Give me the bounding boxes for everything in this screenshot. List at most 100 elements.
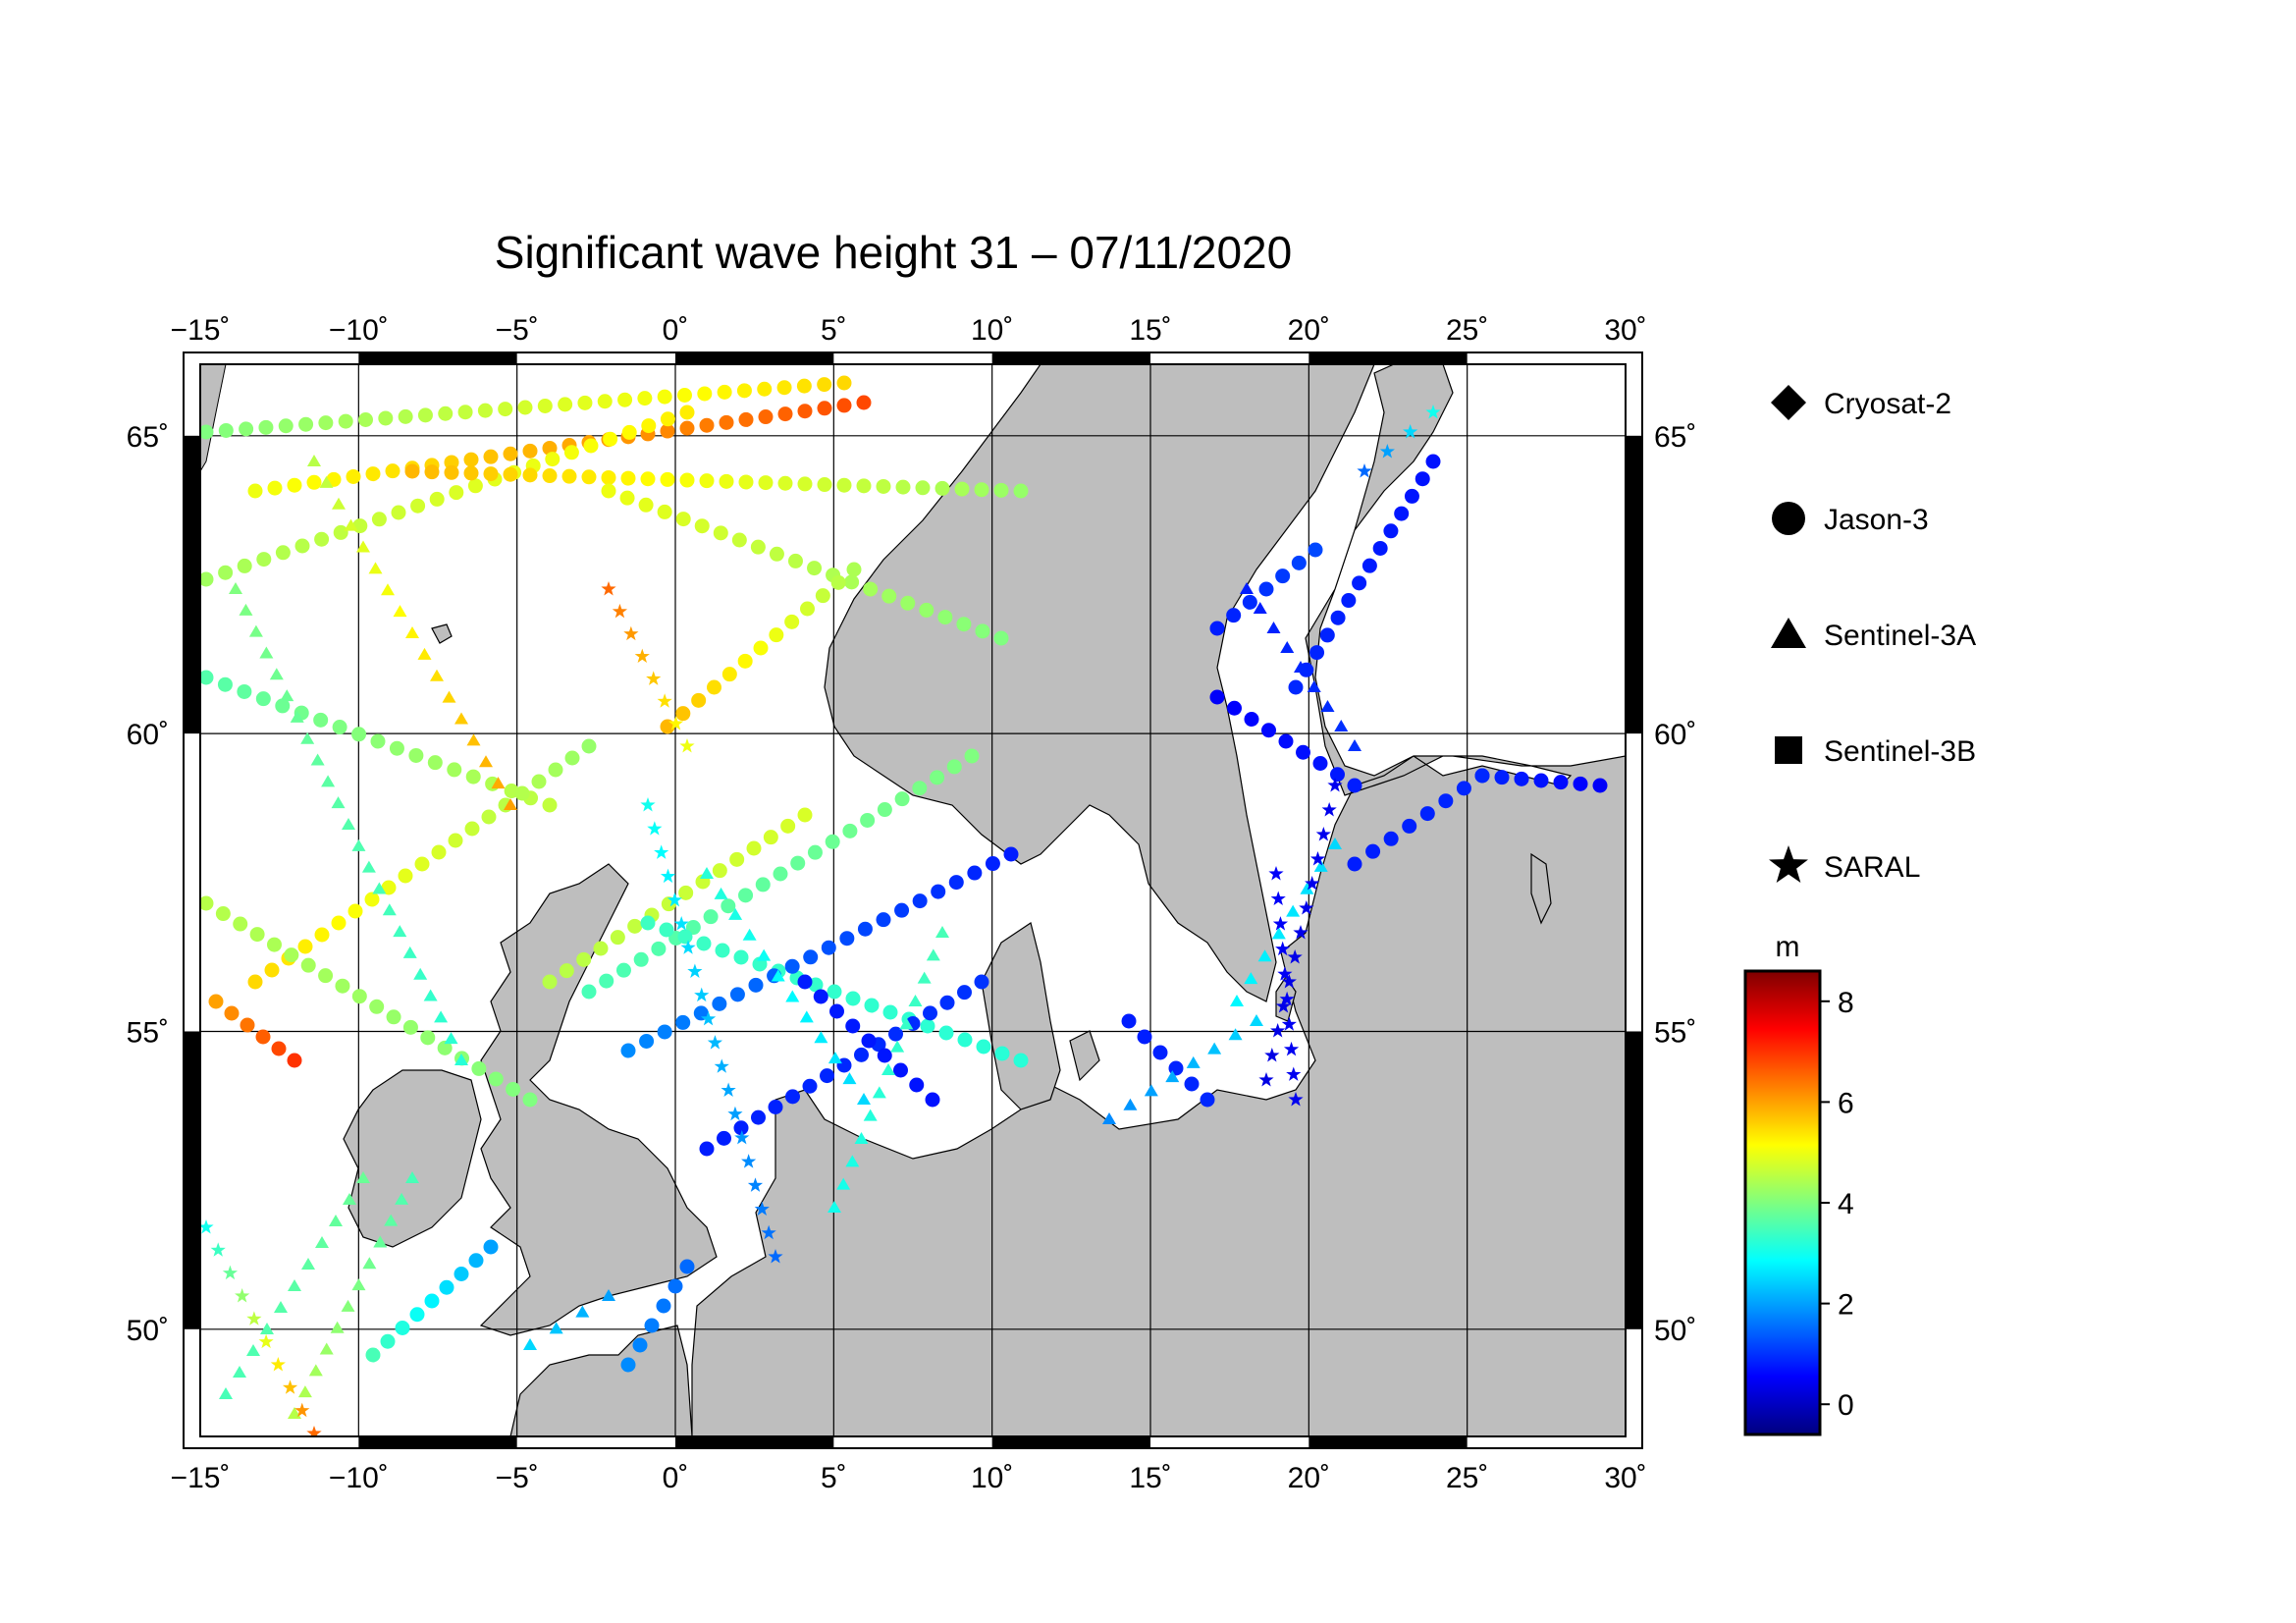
jason3-marker [438, 406, 454, 421]
sentinel3a-marker [229, 582, 242, 594]
jason3-marker [893, 1062, 908, 1078]
saral-marker [673, 916, 689, 931]
jason3-marker [713, 525, 728, 541]
jason3-marker [531, 774, 547, 789]
sentinel3a-marker [714, 887, 728, 899]
jason3-marker [314, 531, 330, 547]
jason3-marker [1291, 555, 1307, 570]
jason3-marker [627, 918, 643, 934]
sentinel3a-marker [1328, 838, 1342, 849]
jason3-marker [920, 1018, 935, 1034]
jason3-marker [640, 915, 656, 931]
jason3-marker [267, 480, 283, 496]
saral-marker [707, 1035, 723, 1050]
jason3-marker [294, 538, 310, 554]
jason3-marker [365, 466, 381, 482]
jason3-marker [284, 947, 299, 963]
jason3-marker [217, 676, 233, 692]
jason3-marker [729, 851, 745, 867]
jason3-marker [1494, 770, 1510, 785]
colorbar-tick-label: 8 [1838, 987, 1854, 1019]
saral-marker [680, 940, 696, 954]
saral-marker [612, 603, 628, 619]
jason3-marker [333, 524, 348, 540]
jason3-marker [271, 1041, 287, 1056]
jason3-marker [266, 937, 282, 952]
frame-bar-bottom [991, 1436, 1150, 1448]
lat-tick-label: 55˚ [127, 1016, 169, 1049]
sentinel3a-marker [341, 1299, 355, 1312]
jason3-marker [912, 781, 928, 796]
jason3-marker [414, 856, 430, 872]
jason3-marker [758, 409, 774, 425]
jason3-marker [522, 467, 538, 483]
sentinel3a-marker [1253, 602, 1267, 614]
lon-tick-label: 30˚ [1604, 1462, 1646, 1494]
jason3-marker [467, 478, 483, 494]
jason3-marker [498, 402, 513, 417]
jason3-marker [1319, 627, 1335, 643]
jason3-marker [1242, 594, 1257, 610]
jason3-marker [444, 455, 459, 470]
jason3-marker [287, 1053, 302, 1068]
sentinel3a-marker [329, 1215, 343, 1226]
sentinel3a-marker [1271, 927, 1286, 940]
colorbar-tick-label: 0 [1838, 1389, 1854, 1422]
jason3-marker [640, 471, 656, 487]
saral-marker [200, 1219, 214, 1234]
jason3-marker [517, 400, 533, 415]
sentinel3a-marker [405, 1171, 419, 1183]
jason3-marker [900, 595, 916, 611]
saral-marker [761, 1224, 776, 1240]
jason3-marker [409, 1307, 425, 1323]
sentinel3a-marker [602, 1289, 615, 1301]
lat-tick-labels-right: 50˚ 55˚ 60˚ 65˚ [1654, 421, 1696, 1347]
jason3-marker [721, 667, 737, 682]
sentinel3a-marker [332, 497, 346, 510]
jason3-marker [369, 999, 385, 1014]
sentinel3a-marker [742, 928, 757, 941]
sentinel3a-marker [523, 1338, 537, 1350]
jason3-marker [620, 1043, 636, 1058]
jason3-marker [255, 691, 271, 707]
sentinel3a-marker [373, 1235, 388, 1248]
saral-marker [235, 1288, 250, 1303]
jason3-marker [768, 1100, 783, 1114]
jason3-marker [719, 473, 734, 489]
lat-tick-label: 50˚ [127, 1315, 169, 1347]
sentinel3a-marker [260, 1323, 274, 1334]
saral-marker [654, 844, 669, 859]
saral-marker [1293, 925, 1308, 940]
land-masses [343, 364, 1626, 1436]
saral-marker [679, 738, 695, 753]
sentinel3a-marker [300, 731, 315, 744]
jason3-marker [678, 885, 694, 900]
sentinel3a-marker [219, 1387, 233, 1399]
frame-bar-bottom [675, 1436, 834, 1448]
jason3-marker [351, 989, 367, 1004]
sentinel3a-marker [381, 583, 395, 596]
sentinel3a-marker [908, 995, 923, 1006]
jason3-marker [420, 1030, 436, 1046]
jason3-marker [481, 809, 497, 825]
saral-marker [1281, 974, 1297, 989]
jason3-marker [1309, 645, 1325, 661]
sentinel3a-marker [854, 1132, 869, 1144]
jason3-marker [915, 480, 931, 496]
jason3-marker [599, 973, 614, 989]
sentinel3a-marker [1228, 1028, 1243, 1041]
jason3-marker [820, 1068, 834, 1084]
jason3-marker [696, 936, 712, 951]
jason3-marker [1261, 723, 1276, 738]
jason3-marker [821, 940, 836, 955]
jason3-marker [817, 401, 832, 416]
jason3-marker [601, 483, 616, 499]
sentinel3a-marker [1294, 661, 1308, 673]
jason3-marker [398, 408, 413, 424]
jason3-marker [857, 921, 873, 937]
jason3-marker [233, 916, 248, 932]
jason3-marker [331, 915, 347, 931]
colorbar-bar [1743, 969, 1822, 1436]
sentinel3a-marker [1266, 622, 1281, 633]
